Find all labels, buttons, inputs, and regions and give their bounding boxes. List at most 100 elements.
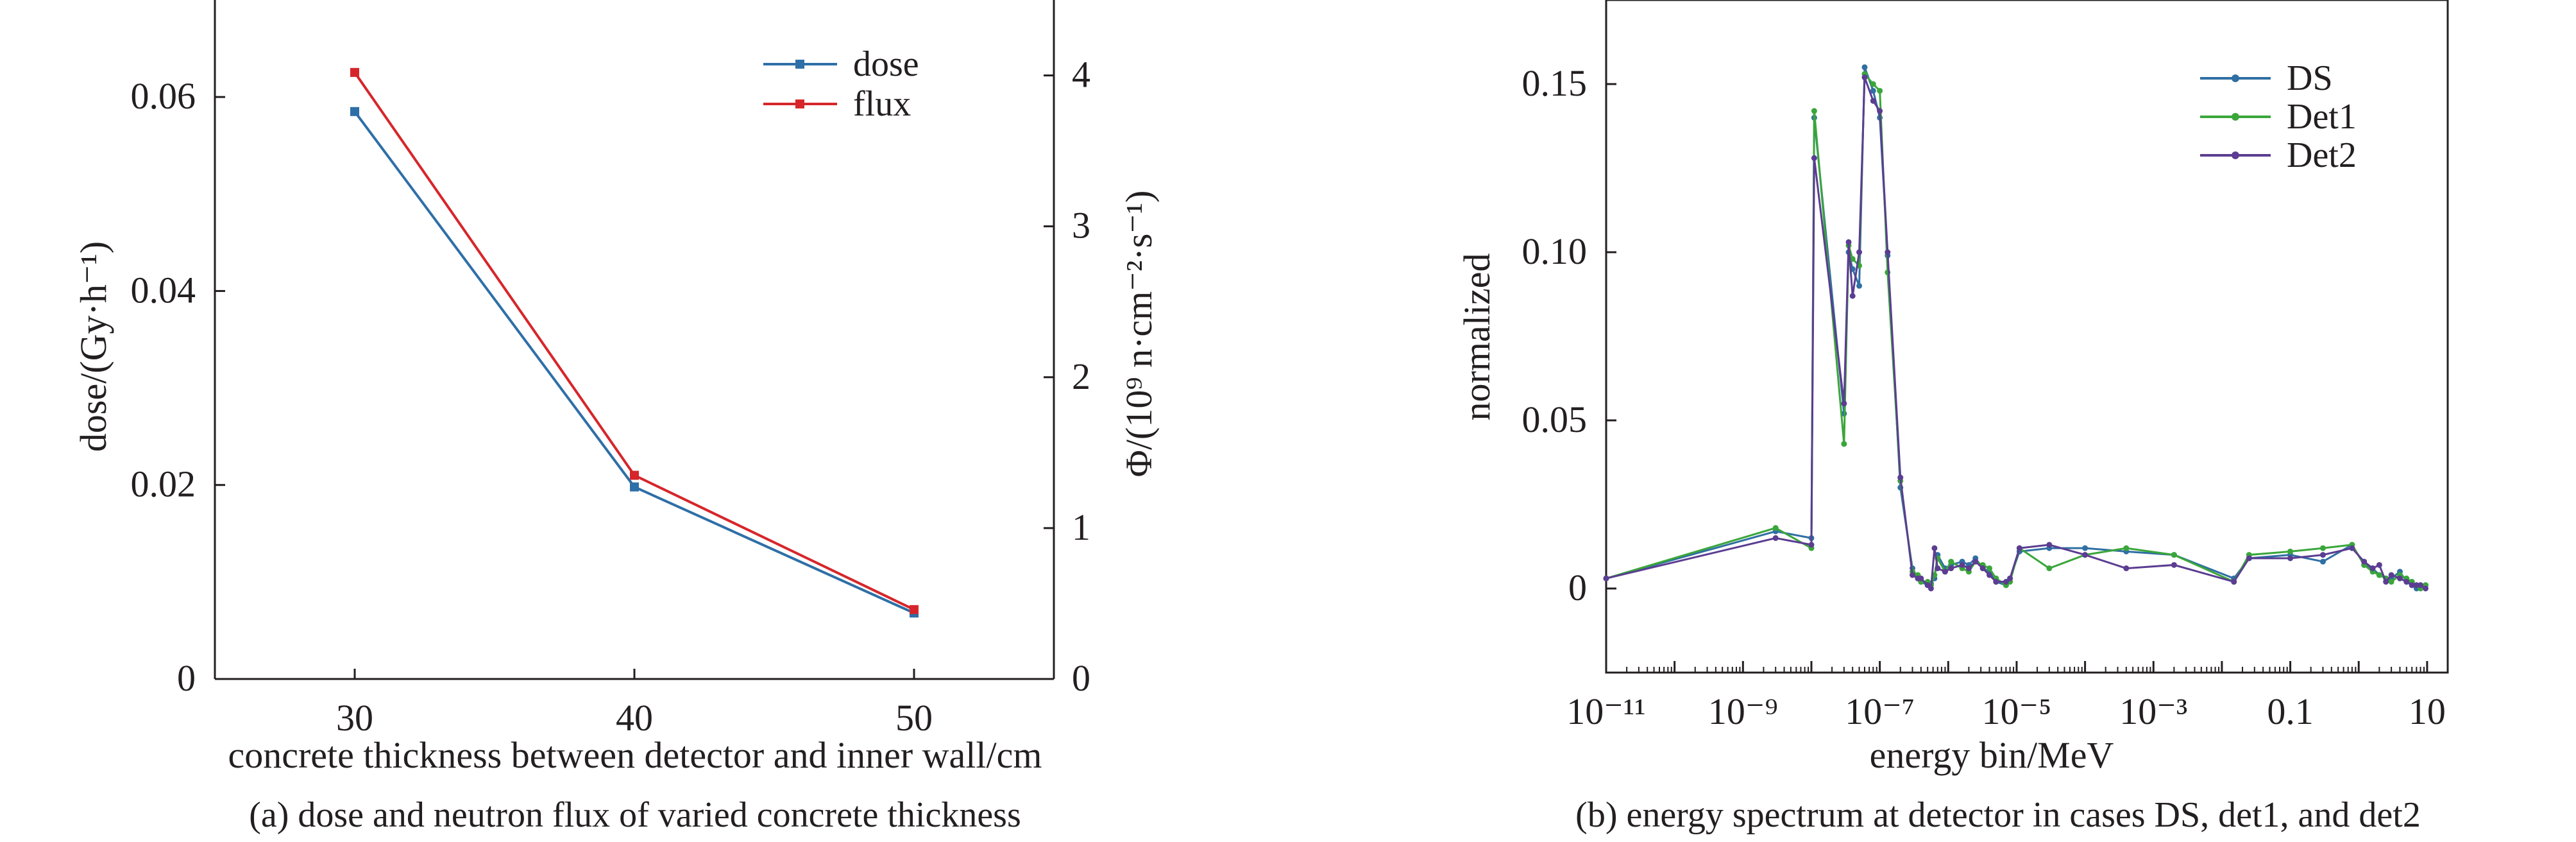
panel-b-point-Det2 [2388,572,2394,578]
panel-b-y-tick-label: 0.05 [1522,399,1588,440]
panel-b-point-Det2 [2349,545,2355,551]
panel-b-legend-label-Det2: Det2 [2287,135,2357,175]
panel-b-point-Det2 [1841,400,1847,407]
panel-b-point-Det2 [1849,293,1856,299]
panel-a-y-tick-label: 0.02 [131,463,196,505]
panel-a-point-flux [910,605,919,614]
panel-b-point-Det2 [2082,552,2089,558]
panel-b-x-tick-label: 10⁻⁹ [1708,691,1778,732]
panel-b-legend-label-DS: DS [2287,58,2333,98]
panel-b-point-Det2 [2423,585,2429,592]
panel-b-point-Det2 [2016,545,2022,551]
panel-b-point-Det2 [1856,249,1863,255]
panel-a-point-dose [630,482,639,492]
panel-b-point-Det1 [1772,525,1779,531]
panel-b-point-Det1 [1987,565,1993,572]
panel-b-point-Det2 [2319,552,2326,558]
panel-a-y2-tick-label: 2 [1072,356,1090,397]
panel-b-point-Det2 [2396,575,2403,581]
panel-b-point-Det2 [2287,555,2294,562]
panel-b-caption: (b) energy spectrum at detector in cases… [1575,795,2421,835]
panel-b-point-Det2 [1948,565,1954,572]
panel-b-point-Det2 [1861,74,1868,81]
panel-b-point-Det2 [1910,572,1916,578]
panel-b-point-Det2 [1897,474,1904,481]
panel-b-point-Det2 [2007,575,2013,581]
panel-b-y-tick-label: 0.10 [1522,230,1588,272]
panel-a-y-tick-label: 0 [177,657,196,699]
panel-a-x-axis-label: concrete thickness between detector and … [228,734,1042,776]
panel-b-point-Det2 [2383,579,2389,585]
panel-a-y2-axis-label: Φ/(10⁹ n·cm⁻²·s⁻¹) [1118,191,1160,477]
panel-b-point-Det2 [2003,579,2009,585]
panel-b-point-Det2 [1870,98,1876,104]
panel-b-point-Det2 [2123,565,2130,572]
panel-b-point-Det1 [1877,87,1883,94]
panel-b-point-Det2 [2376,562,2382,568]
panel-b-point-Det2 [1972,558,1979,565]
panel-b-point-DS [1861,64,1868,71]
panel-b-y-axis-label: normalized [1456,253,1498,421]
panel-b-point-Det2 [1918,575,1924,581]
panel-a-y-axis-label: dose/(Gy·h⁻¹) [72,241,114,452]
panel-b-point-Det1 [1841,441,1847,447]
panel-b-point-Det2 [2409,582,2415,589]
panel-b-legend-marker-DS [2232,74,2239,82]
panel-a-point-dose [350,107,359,116]
panel-a-legend-label-flux: flux [853,84,911,124]
panel-b-point-Det2 [2171,562,2177,568]
panel-b-point-Det2 [2361,558,2368,565]
panel-b-point-Det1 [1811,108,1817,114]
panel-b-legend-marker-Det1 [2232,113,2239,121]
panel-b-y-tick-label: 0 [1568,567,1587,608]
panel-b-point-Det1 [2388,579,2394,585]
panel-a-legend-marker-dose [795,60,804,69]
panel-a-y2-tick-label: 3 [1072,205,1090,246]
panel-b-point-Det2 [1965,565,1972,572]
panel-b-point-Det2 [2413,582,2419,589]
panel-b-x-tick-label: 10⁻¹¹ [1566,691,1645,732]
panel-a-series-line-dose [353,110,915,615]
panel-b-point-Det2 [2369,565,2376,572]
panel-b-x-tick-label: 10 [2409,691,2446,732]
panel-b-point-Det1 [2319,545,2326,551]
panel-b-legend-marker-Det2 [2232,151,2239,159]
panel-b-point-DS [2082,545,2089,551]
panel-b-point-Det2 [1772,535,1779,541]
panel-b-point-Det2 [1987,572,1993,578]
panel-a-point-flux [350,67,359,77]
panel-b-point-Det2 [1811,155,1817,161]
panel-b-y-tick-label: 0.15 [1522,62,1588,104]
panel-b-x-tick-label: 10⁻⁵ [1982,691,2052,732]
panel-b-point-DS [1856,282,1863,289]
panel-b-point-Det2 [1928,585,1934,592]
panel-a-x-tick-label: 50 [895,697,933,739]
panel-a-y2-tick-label: 0 [1072,657,1090,699]
panel-b-point-Det2 [1942,569,1948,575]
panel-a-caption: (a) dose and neutron flux of varied conc… [249,795,1021,835]
panel-a-y-tick-label: 0.06 [131,75,196,117]
panel-b-point-Det2 [1959,562,1965,568]
panel-a-legend-marker-flux [795,99,804,108]
panel-a-y2-tick-label: 1 [1072,506,1090,548]
panel-b-point-Det2 [1603,575,1609,581]
panel-b-point-Det2 [2046,542,2053,548]
panel-b-point-Det1 [2171,552,2177,558]
panel-b-legend-label-Det1: Det1 [2287,97,2357,137]
panel-b-point-Det2 [1935,565,1941,572]
panel-b-point-Det2 [1845,239,1852,245]
panel-b-point-Det1 [2376,572,2382,578]
panel-b-point-Det2 [1993,579,1999,585]
panel-b-point-Det2 [1808,542,1815,548]
panel-b-x-tick-label: 10⁻⁷ [1845,691,1915,732]
panel-b-point-Det1 [1849,255,1856,262]
panel-b-point-Det1 [2123,545,2130,551]
panel-b-point-Det1 [1870,81,1876,87]
panel-b-point-Det2 [2403,579,2410,585]
panel-a-point-flux [630,470,639,480]
panel-a-x-tick-label: 40 [616,697,653,739]
panel-b-point-Det2 [1931,545,1938,551]
panel-a-y-tick-label: 0.04 [131,269,196,311]
